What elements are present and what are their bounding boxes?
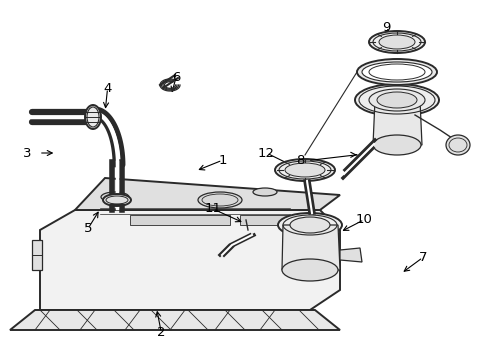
Text: 6: 6 bbox=[171, 71, 180, 84]
Text: 12: 12 bbox=[258, 147, 274, 159]
Ellipse shape bbox=[354, 84, 438, 116]
Polygon shape bbox=[75, 178, 339, 210]
Ellipse shape bbox=[368, 31, 424, 53]
Ellipse shape bbox=[282, 259, 337, 281]
Ellipse shape bbox=[376, 92, 416, 108]
Text: 11: 11 bbox=[204, 202, 221, 215]
Ellipse shape bbox=[372, 135, 420, 155]
Ellipse shape bbox=[85, 105, 101, 129]
Ellipse shape bbox=[368, 89, 424, 111]
Text: 5: 5 bbox=[83, 222, 92, 235]
Ellipse shape bbox=[252, 188, 276, 196]
Text: 7: 7 bbox=[418, 251, 427, 264]
Text: 1: 1 bbox=[218, 154, 226, 167]
Ellipse shape bbox=[274, 159, 334, 181]
Text: 8: 8 bbox=[296, 154, 305, 167]
Ellipse shape bbox=[289, 217, 329, 233]
Polygon shape bbox=[40, 210, 339, 310]
Polygon shape bbox=[303, 240, 312, 270]
Polygon shape bbox=[372, 100, 421, 145]
Polygon shape bbox=[10, 310, 339, 330]
Polygon shape bbox=[32, 240, 42, 270]
Text: 9: 9 bbox=[381, 21, 390, 33]
Polygon shape bbox=[130, 215, 229, 225]
Ellipse shape bbox=[285, 163, 325, 177]
Polygon shape bbox=[240, 215, 309, 225]
Ellipse shape bbox=[361, 62, 431, 82]
Text: 3: 3 bbox=[22, 147, 31, 159]
Polygon shape bbox=[282, 225, 339, 270]
Text: 10: 10 bbox=[355, 213, 372, 226]
Ellipse shape bbox=[278, 213, 341, 237]
Ellipse shape bbox=[356, 59, 436, 85]
Ellipse shape bbox=[378, 35, 414, 49]
Text: 2: 2 bbox=[157, 327, 165, 339]
Text: 4: 4 bbox=[103, 82, 112, 95]
Ellipse shape bbox=[103, 194, 131, 206]
Ellipse shape bbox=[101, 192, 129, 202]
Ellipse shape bbox=[198, 192, 242, 208]
Polygon shape bbox=[339, 248, 361, 262]
Ellipse shape bbox=[445, 135, 469, 155]
